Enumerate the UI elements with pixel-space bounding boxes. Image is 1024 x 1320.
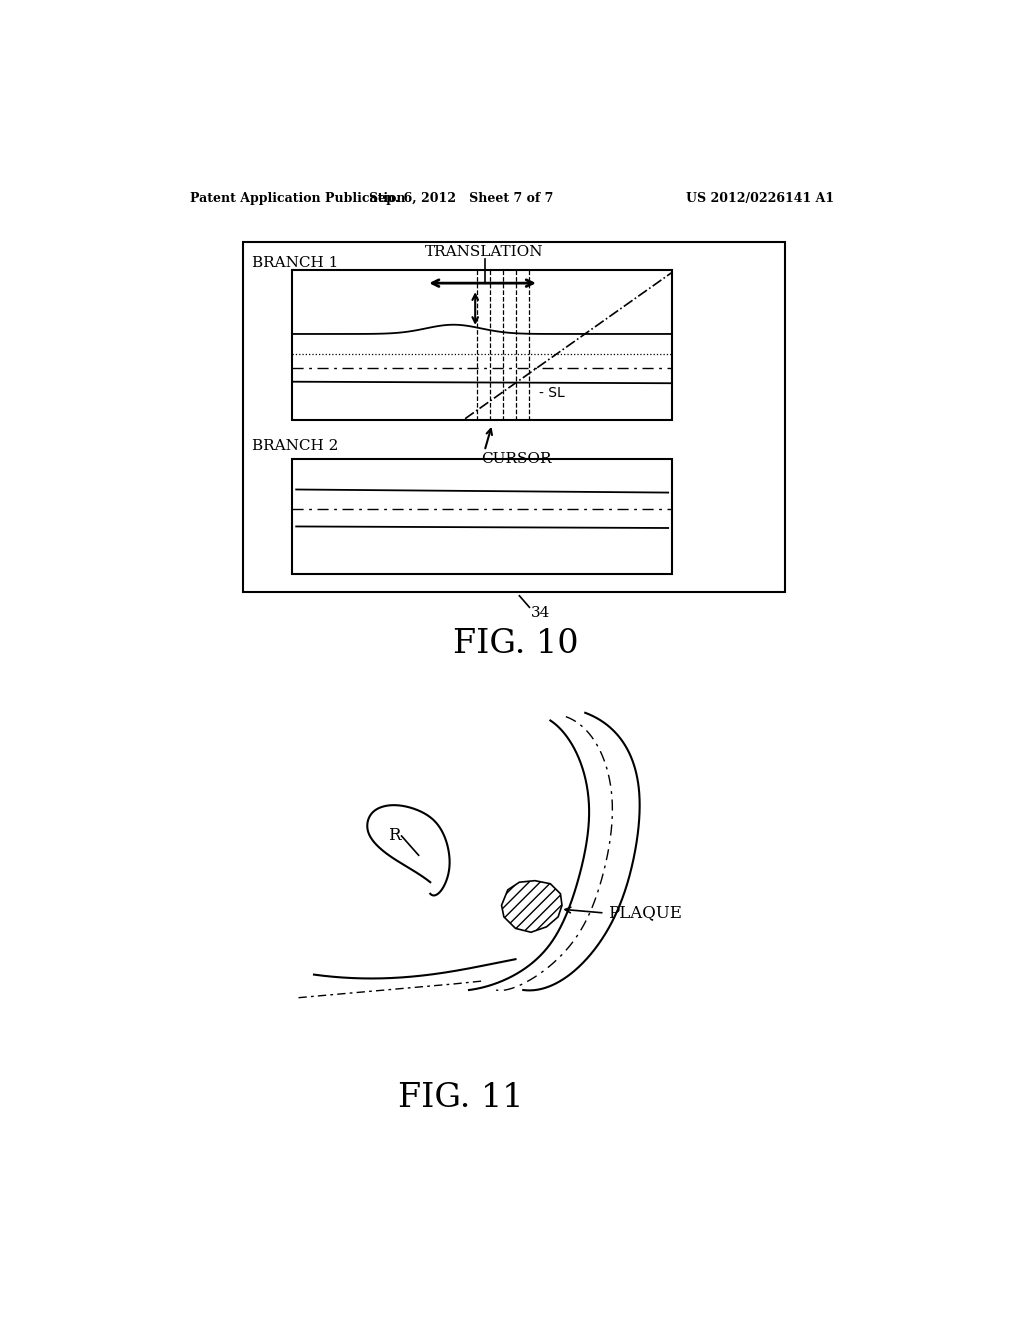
Text: - SL: - SL — [539, 387, 564, 400]
Text: BRANCH 1: BRANCH 1 — [252, 256, 338, 271]
Text: FIG. 10: FIG. 10 — [453, 628, 579, 660]
Text: FIG. 11: FIG. 11 — [398, 1082, 524, 1114]
Polygon shape — [502, 880, 562, 932]
Text: Sep. 6, 2012   Sheet 7 of 7: Sep. 6, 2012 Sheet 7 of 7 — [369, 191, 553, 205]
Text: CURSOR: CURSOR — [480, 451, 551, 466]
Text: BRANCH 2: BRANCH 2 — [252, 438, 338, 453]
Bar — [243, 242, 785, 591]
Text: Patent Application Publication: Patent Application Publication — [190, 191, 406, 205]
Bar — [292, 459, 672, 574]
Text: 34: 34 — [531, 606, 550, 620]
Text: R: R — [388, 828, 400, 845]
Text: PLAQUE: PLAQUE — [608, 904, 683, 921]
Bar — [292, 271, 672, 420]
Text: TRANSLATION: TRANSLATION — [425, 246, 544, 259]
Text: US 2012/0226141 A1: US 2012/0226141 A1 — [686, 191, 835, 205]
